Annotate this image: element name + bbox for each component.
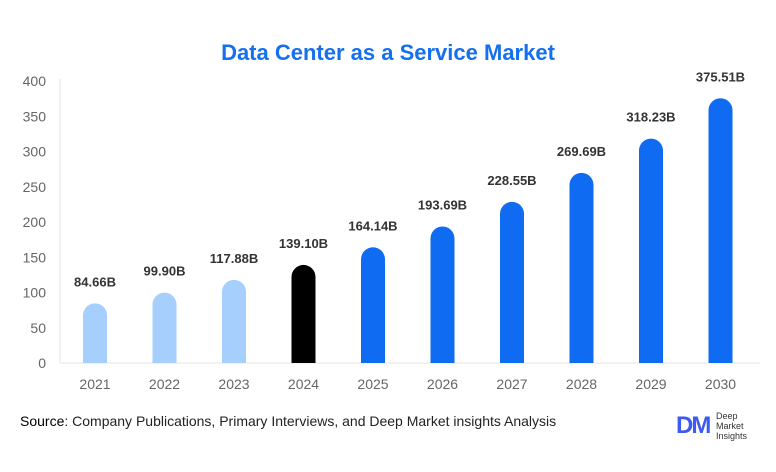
x-tick-label: 2025 (357, 376, 388, 392)
y-tick-label: 200 (23, 214, 47, 230)
x-tick-label: 2023 (218, 376, 249, 392)
data-label: 375.51B (696, 69, 745, 84)
bar-2025 (361, 247, 386, 363)
logo-text: Deep Market Insights (716, 411, 748, 441)
bar-2028 (569, 172, 594, 363)
bar-chart: 0 50 100 150 200 250 300 350 400 84.66B 2021 99.90B… (23, 69, 760, 392)
bar-2021 (83, 303, 107, 363)
source-label: Source (20, 413, 65, 429)
source-text: : Company Publications, Primary Intervie… (64, 413, 557, 429)
y-tick-label: 100 (23, 285, 47, 301)
y-tick-label: 300 (23, 144, 47, 160)
x-tick-label: 2026 (427, 376, 458, 392)
x-tick-label: 2022 (149, 376, 180, 392)
x-tick-label: 2027 (496, 376, 527, 392)
data-label: 318.23B (626, 110, 675, 125)
y-tick-label: 50 (30, 320, 46, 336)
x-tick-label: 2024 (288, 376, 319, 392)
y-tick-label: 250 (23, 179, 47, 195)
source-note: Source: Company Publications, Primary In… (20, 413, 556, 429)
data-label: 228.55B (487, 173, 536, 188)
data-label: 139.10B (279, 236, 328, 251)
bar-2022 (152, 292, 177, 363)
y-tick-label: 150 (23, 249, 47, 265)
bar-2026 (430, 226, 455, 363)
data-label: 193.69B (418, 197, 467, 212)
x-tick-label: 2029 (635, 376, 666, 392)
data-label: 117.88B (210, 251, 258, 266)
bar-2029 (639, 138, 663, 363)
data-label: 99.90B (144, 264, 186, 279)
x-tick-label: 2028 (566, 376, 597, 392)
data-label: 269.69B (557, 144, 606, 159)
x-tick-label: 2030 (705, 376, 736, 392)
y-tick-label: 0 (38, 355, 46, 371)
data-label: 164.14B (348, 218, 397, 233)
data-label: 84.66B (74, 274, 116, 289)
bar-2024 (291, 264, 316, 363)
chart-title: Data Center as a Service Market (221, 40, 555, 65)
logo-mark: DM (676, 412, 711, 439)
y-tick-label: 400 (23, 73, 47, 89)
x-tick-label: 2021 (79, 376, 110, 392)
bar-2030 (708, 98, 733, 364)
bar-2027 (500, 201, 524, 363)
bar-2023 (222, 279, 246, 363)
deep-market-insights-logo: DM Deep Market Insights (676, 410, 766, 442)
y-tick-label: 350 (23, 108, 47, 124)
